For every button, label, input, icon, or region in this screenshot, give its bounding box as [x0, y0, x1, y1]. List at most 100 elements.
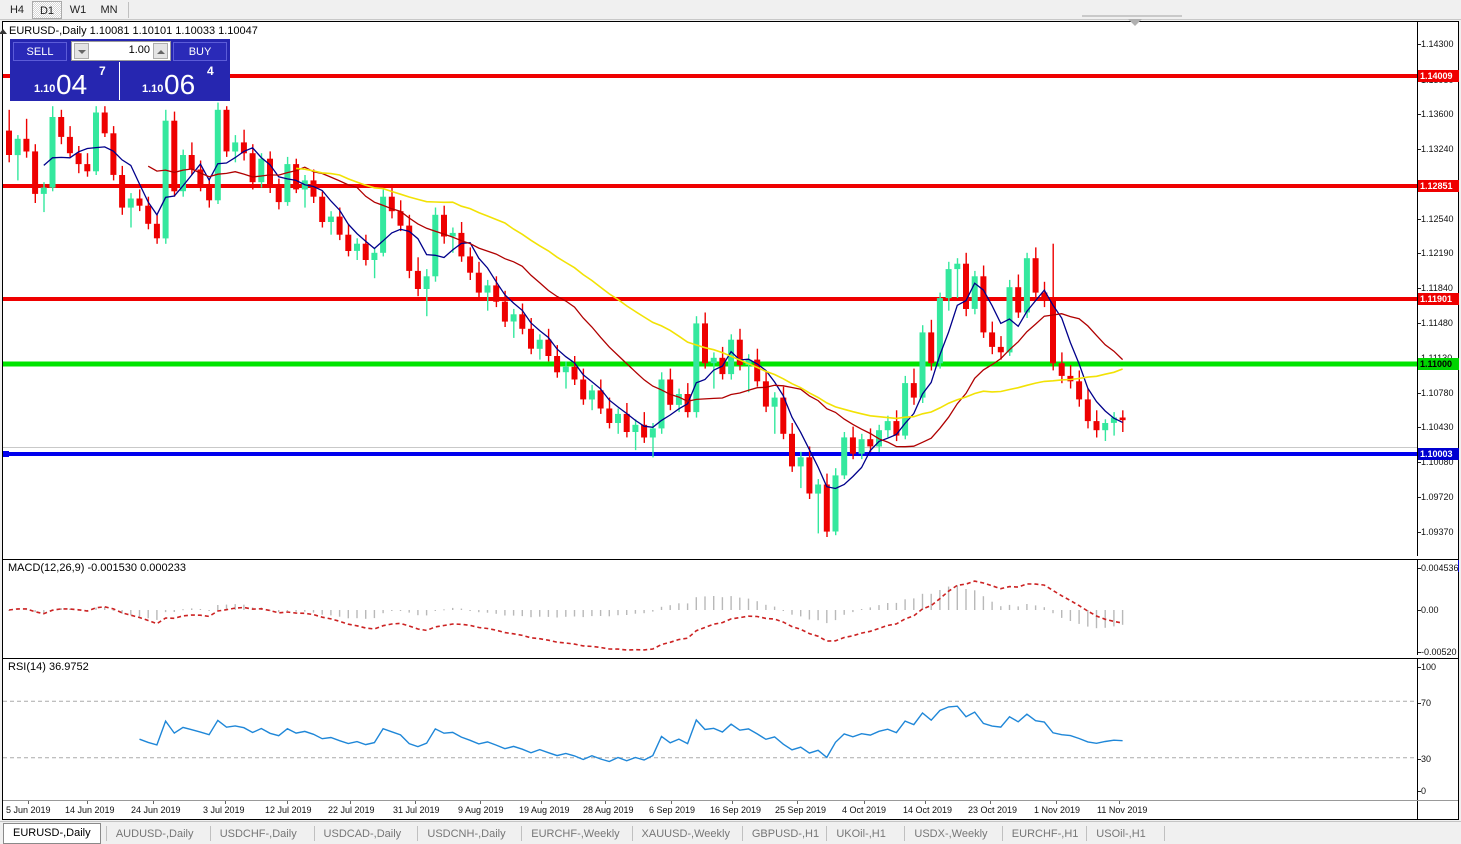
timeframe-toolbar: H4 D1 W1 MN: [0, 0, 1461, 20]
macd-tickmark: [1418, 568, 1421, 569]
chart-tab[interactable]: GBPUSD-,H1: [751, 828, 820, 840]
date-tick-label: 23 Oct 2019: [968, 805, 1018, 815]
date-tick-label: 31 Jul 2019: [393, 805, 440, 815]
price-tickmark: [1418, 532, 1421, 533]
chart-tab[interactable]: UKOil-,H1: [836, 828, 886, 840]
date-tickmark: [605, 801, 606, 804]
macd-scale[interactable]: 0.004536 0.00 -0.00520: [1417, 560, 1459, 657]
tab-divider: [417, 826, 419, 841]
price-scale[interactable]: 1.143001.139501.136001.132401.128901.125…: [1417, 22, 1459, 606]
price-level-label[interactable]: 1.14009: [1418, 70, 1459, 82]
one-click-trading-panel[interactable]: SELL 1.00 BUY 1.10 04 7 1.10: [10, 39, 230, 101]
price-tickmark: [1418, 149, 1421, 150]
chart-tab[interactable]: USOil-,H1: [1096, 828, 1146, 840]
rsi-pane[interactable]: RSI(14) 36.9752 100 70 30 0: [3, 658, 1458, 800]
date-tickmark: [480, 801, 481, 804]
price-tick-label: 1.10430: [1421, 422, 1454, 432]
chart-tab[interactable]: EURCHF-,H1: [1011, 828, 1079, 840]
macd-pane[interactable]: MACD(12,26,9) -0.001530 0.000233 0.00453…: [3, 559, 1459, 657]
chart-tab[interactable]: AUDUSD-,Daily: [115, 828, 194, 840]
chart-tab[interactable]: EURCHF-,Weekly: [531, 828, 620, 840]
chevron-down-icon[interactable]: [74, 43, 89, 59]
buy-price-quote[interactable]: 1.10 06 4: [120, 62, 228, 100]
date-tickmark: [1119, 801, 1120, 804]
price-level-label[interactable]: 1.11000: [1418, 358, 1459, 370]
rsi-tick-label: 30: [1421, 754, 1432, 764]
price-level-label[interactable]: 1.12851: [1418, 180, 1459, 192]
rsi-scale[interactable]: 100 70 30 0: [1417, 659, 1458, 800]
chart-tab[interactable]: USDCNH-,Daily: [427, 828, 506, 840]
volume-value[interactable]: 1.00: [128, 44, 150, 56]
rsi-plot-area[interactable]: [3, 659, 1417, 800]
date-tick-label: 11 Nov 2019: [1097, 805, 1148, 815]
date-tick-label: 19 Aug 2019: [519, 805, 570, 815]
price-tickmark: [1418, 393, 1421, 394]
price-tickmark: [1418, 427, 1421, 428]
timeframe-mn[interactable]: MN: [100, 4, 118, 16]
date-tickmark: [864, 801, 865, 804]
price-pane[interactable]: EURUSD-,Daily 1.10081 1.10101 1.10033 1.…: [0, 22, 1459, 606]
chart-tab-bar[interactable]: EURUSD-,Daily AUDUSD-,Daily USDCHF-,Daily U…: [0, 821, 1461, 844]
date-tick-label: 5 Jun 2019: [6, 805, 51, 815]
price-tick-label: 1.13600: [1421, 109, 1454, 119]
price-tick-label: 1.10080: [1421, 457, 1454, 467]
date-axis-corner: [1417, 801, 1458, 819]
volume-stepper[interactable]: 1.00: [71, 41, 171, 61]
date-tick-label: 22 Jul 2019: [328, 805, 375, 815]
chart-header: EURUSD-,Daily 1.10081 1.10101 1.10033 1.…: [0, 25, 258, 37]
sell-button[interactable]: SELL: [13, 42, 67, 61]
sell-price-prefix: 1.10: [34, 83, 56, 95]
timeframe-h4[interactable]: H4: [9, 4, 25, 16]
tab-divider: [631, 826, 633, 841]
price-tick-label: 1.09720: [1421, 492, 1454, 502]
timeframe-d1[interactable]: D1: [32, 1, 62, 19]
date-tick-label: 14 Oct 2019: [903, 805, 953, 815]
rsi-title: RSI(14) 36.9752: [8, 661, 89, 673]
price-tick-label: 1.09370: [1421, 527, 1454, 537]
macd-tick-label: 0.00: [1421, 605, 1439, 615]
scroll-marker-icon[interactable]: [1128, 19, 1142, 26]
oct-quotes-row: 1.10 04 7 1.10 06 4: [11, 62, 229, 100]
sell-price-pips: 7: [99, 64, 106, 78]
chart-tab[interactable]: XAUUSD-,Weekly: [641, 828, 730, 840]
triangle-up-icon[interactable]: [0, 29, 7, 34]
timeframe-w1[interactable]: W1: [69, 4, 87, 16]
oct-controls-row: SELL 1.00 BUY: [11, 40, 229, 62]
rsi-tick-label: 70: [1421, 698, 1432, 708]
sell-price-quote[interactable]: 1.10 04 7: [12, 62, 120, 100]
buy-price-big: 06: [164, 69, 196, 100]
price-level-label[interactable]: 1.10003: [1418, 448, 1459, 460]
macd-plot-area[interactable]: [3, 560, 1417, 655]
price-level-label[interactable]: 1.11901: [1418, 293, 1459, 305]
buy-button[interactable]: BUY: [173, 42, 227, 61]
chart-tab[interactable]: USDCAD-,Daily: [323, 828, 402, 840]
price-tick-label: 1.11480: [1421, 318, 1453, 328]
buy-price-pips: 4: [207, 64, 214, 78]
rsi-tick-label: 100: [1421, 662, 1437, 672]
rsi-tickmark: [1418, 759, 1421, 760]
tab-divider: [1164, 826, 1166, 841]
price-tickmark: [1418, 219, 1421, 220]
rsi-tick-label: 0: [1421, 786, 1427, 796]
chevron-up-icon[interactable]: [153, 43, 168, 59]
buy-price-prefix: 1.10: [142, 83, 164, 95]
tab-divider: [105, 826, 107, 841]
price-tickmark: [1418, 288, 1421, 289]
date-tickmark: [287, 801, 288, 804]
price-plot-area[interactable]: [3, 22, 1417, 556]
date-tick-label: 4 Oct 2019: [842, 805, 887, 815]
macd-tick-label: 0.004536: [1421, 563, 1459, 573]
price-tick-label: 1.12540: [1421, 214, 1454, 224]
macd-tickmark: [1418, 610, 1421, 611]
chart-tab[interactable]: USDX-,Weekly: [914, 828, 988, 840]
date-tick-label: 24 Jun 2019: [131, 805, 181, 815]
rsi-tickmark: [1418, 703, 1421, 704]
price-tickmark: [1418, 323, 1421, 324]
date-tick-label: 12 Jul 2019: [265, 805, 312, 815]
date-tickmark: [732, 801, 733, 804]
chart-tab[interactable]: EURUSD-,Daily: [3, 823, 101, 844]
date-axis[interactable]: 5 Jun 2019 14 Jun 2019 24 Jun 2019 3 Jul 20…: [3, 800, 1458, 819]
chart-tab[interactable]: USDCHF-,Daily: [219, 828, 297, 840]
date-tickmark: [541, 801, 542, 804]
price-tick-label: 1.10780: [1421, 388, 1454, 398]
